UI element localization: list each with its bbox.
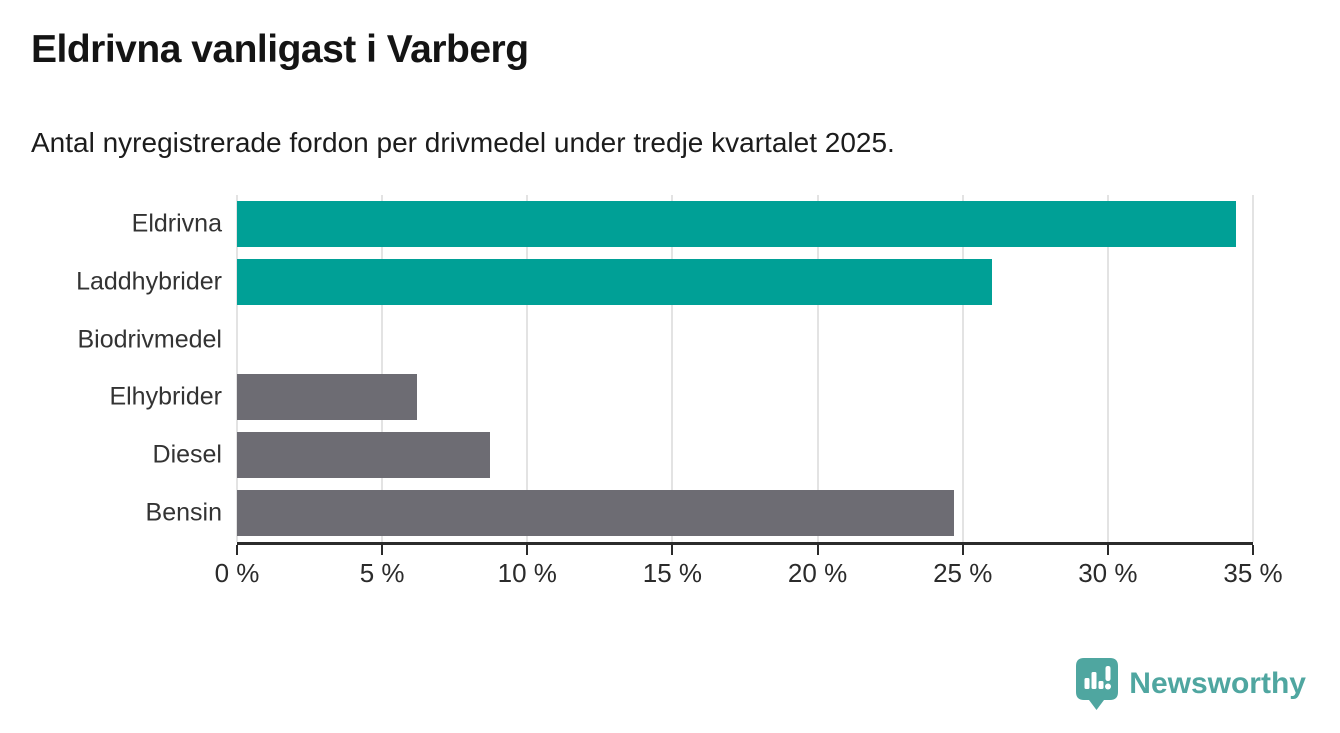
bar-row: Laddhybrider <box>76 258 1253 305</box>
gridline <box>236 195 238 542</box>
bar <box>237 200 1236 247</box>
gridline <box>1252 195 1254 542</box>
x-axis-tick-label: 5 % <box>359 558 405 588</box>
bar-row: Diesel <box>153 432 1253 479</box>
category-label: Bensin <box>145 498 222 527</box>
gridline <box>526 195 529 542</box>
gridline <box>381 195 384 542</box>
x-axis-tick-label: 15 % <box>642 558 703 588</box>
x-axis-tick-label: 10 % <box>497 558 557 588</box>
x-axis-tick-label: 20 % <box>787 558 848 588</box>
bar-row: Bensin <box>146 490 1253 537</box>
category-label: Laddhybrider <box>76 267 222 296</box>
x-axis-tick <box>671 545 674 555</box>
gridline <box>961 195 964 542</box>
x-axis: 0 % 5 % 10 % 15 % 20 % 25 % 30 % 35 % <box>215 542 1283 588</box>
x-axis-tick-label: 0 % <box>214 558 260 588</box>
category-label: Diesel <box>152 440 222 469</box>
x-axis-tick <box>236 545 238 555</box>
gridline <box>1106 195 1109 542</box>
chart-subtitle: Antal nyregistrerade fordon per drivmede… <box>31 127 895 158</box>
category-label: Elhybrider <box>109 382 222 411</box>
x-axis-tick <box>816 545 819 555</box>
brand-footer: Newsworthy <box>1075 657 1306 711</box>
x-axis-tick <box>526 545 529 555</box>
x-axis-tick-label: 30 % <box>1078 558 1138 588</box>
bar-row: Eldrivna <box>132 200 1253 247</box>
bar <box>237 432 490 479</box>
bar <box>237 258 992 305</box>
bar-row: Biodrivmedel <box>77 317 1253 363</box>
gridline <box>671 195 674 542</box>
plot-area: Eldrivna Laddhybrider Biodrivmedel Elhybrid… <box>76 195 1254 542</box>
category-label: Eldrivna <box>131 209 222 238</box>
page-title: Eldrivna vanligast i Varberg <box>31 28 529 71</box>
gridline <box>816 195 819 542</box>
x-axis-tick-label: 35 % <box>1223 558 1283 588</box>
category-label: Biodrivmedel <box>77 325 222 354</box>
newsworthy-logo-icon <box>1076 658 1119 710</box>
bar <box>237 490 954 537</box>
x-axis-tick <box>1106 545 1109 555</box>
x-axis-tick <box>381 545 384 555</box>
x-axis-tick <box>961 545 964 555</box>
brand-name: Newsworthy <box>1129 667 1306 700</box>
bar-row: Elhybrider <box>109 374 1253 421</box>
x-axis-tick-label: 25 % <box>933 558 993 588</box>
x-axis-tick <box>1252 545 1254 555</box>
bar <box>237 374 417 421</box>
